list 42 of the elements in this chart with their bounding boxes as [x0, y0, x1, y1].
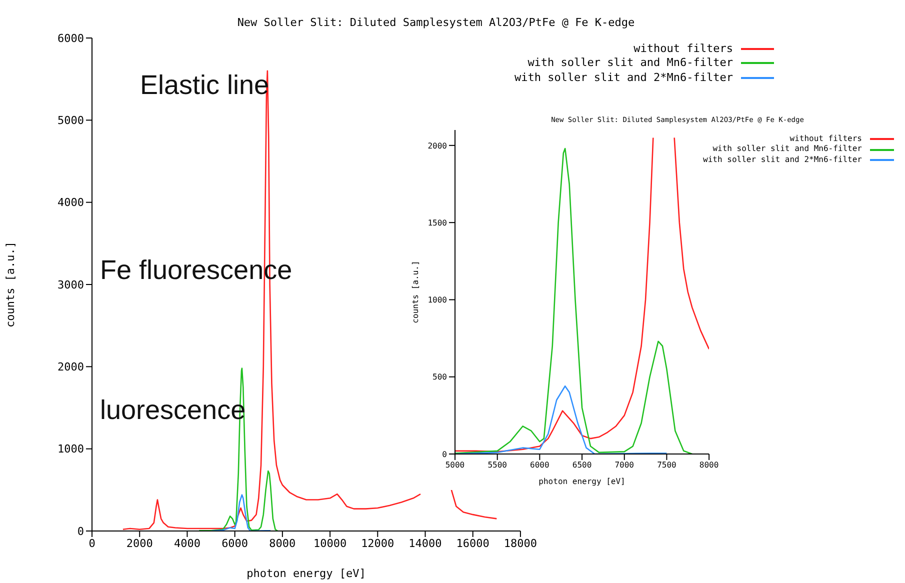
x-tick-label: 5000 [445, 460, 465, 470]
x-tick-label: 6000 [530, 460, 550, 470]
x-tick-label: 7500 [657, 460, 677, 470]
y-tick-label: 2000 [58, 360, 84, 374]
y-tick-label: 1000 [58, 442, 84, 456]
y-tick-label: 6000 [58, 32, 84, 45]
legend-label: with soller slit and 2*Mn6-filter [514, 70, 733, 85]
y-axis-title: counts [a.u.] [4, 241, 17, 328]
x-tick-label: 6500 [572, 460, 592, 470]
y-tick-label: 3000 [58, 278, 84, 292]
legend-label: with soller slit and Mn6-filter [528, 56, 733, 71]
x-tick-label: 12000 [361, 536, 394, 550]
x-axis-title: photon energy [eV] [246, 567, 366, 580]
x-tick-label: 6000 [222, 536, 248, 550]
x-tick-label: 5500 [488, 460, 508, 470]
y-tick-label: 2000 [428, 141, 448, 150]
x-tick-label: 14000 [408, 536, 442, 550]
y-tick-label: 4000 [58, 196, 84, 210]
x-tick-label: 10000 [313, 536, 347, 550]
x-axis-title: photon energy [eV] [538, 477, 626, 486]
y-tick-label: 0 [442, 450, 448, 459]
x-tick-label: 8000 [699, 460, 719, 470]
x-tick-label: 16000 [456, 536, 490, 550]
x-tick-label: 2000 [126, 536, 153, 550]
x-tick-label: 8000 [269, 536, 296, 550]
legend-label: without filters [634, 42, 733, 56]
y-tick-label: 500 [432, 372, 448, 382]
legend-label: without filters [790, 134, 862, 144]
line-series [210, 494, 272, 531]
x-tick-label: 7000 [614, 460, 634, 470]
y-tick-label: 1500 [428, 218, 448, 228]
legend-label: with soller slit and Mn6-filter [712, 144, 862, 155]
chart-title: New Soller Slit: Diluted Samplesystem Al2O3/PtFe @ Fe K-edge [236, 16, 636, 29]
line-series [455, 385, 668, 454]
x-tick-label: 18000 [504, 536, 538, 550]
x-tick-label: 0 [88, 536, 96, 550]
legend-label: with soller slit and 2*Mn6-filter [703, 154, 862, 166]
y-tick-label: 1000 [428, 296, 448, 305]
y-tick-label: 5000 [58, 114, 84, 128]
x-tick-label: 4000 [174, 536, 200, 550]
y-axis-title: counts [a.u.] [410, 260, 420, 324]
y-tick-label: 0 [77, 524, 84, 538]
